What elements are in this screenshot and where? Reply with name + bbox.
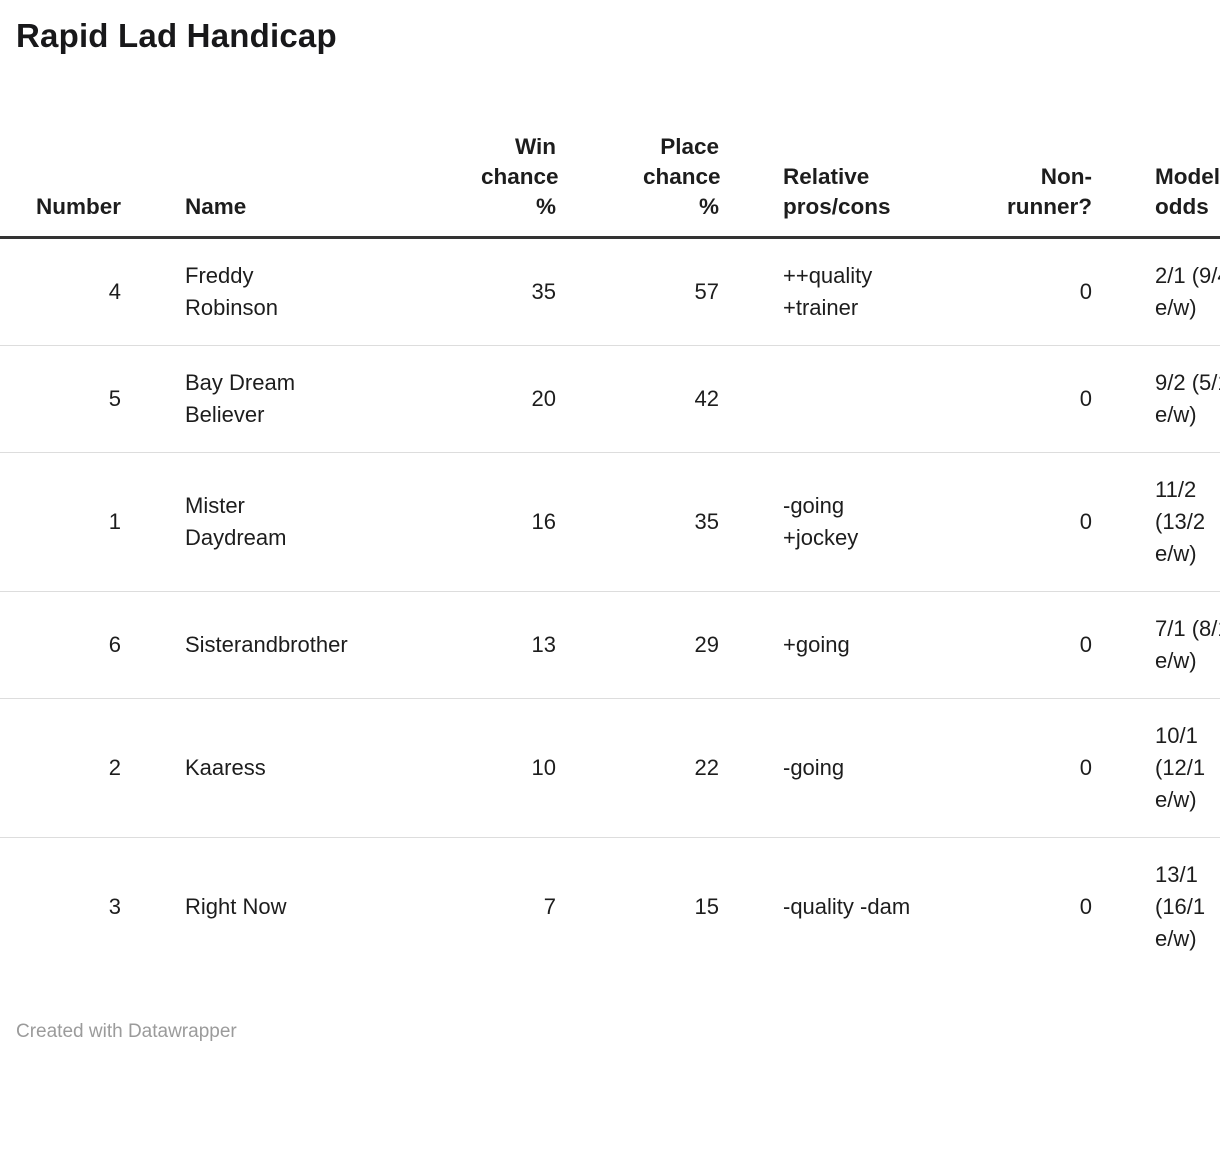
column-header-name: Name: [185, 194, 247, 219]
handicap-table: Number Name Win chance % Place chance % …: [0, 62, 1220, 976]
cell-name: Mister Daydream: [185, 493, 287, 550]
cell-model-odds: 13/1 (16/1 e/w): [1155, 862, 1206, 951]
cell-place-chance: 22: [694, 755, 719, 780]
cell-non-runner: 0: [1079, 279, 1092, 304]
table-row: 1 Mister Daydream 16 35 -going +jockey 0…: [0, 452, 1220, 592]
cell-model-odds: 11/2 (13/2 e/w): [1155, 477, 1206, 566]
cell-non-runner: 0: [1079, 894, 1092, 919]
cell-number: 1: [108, 509, 121, 534]
column-header-pros-cons: Relative pros/cons: [783, 164, 891, 219]
table-row: 3 Right Now 7 15 -quality -dam 0 13/1 (1…: [0, 837, 1220, 977]
cell-name: Sisterandbrother: [185, 632, 348, 657]
cell-name: Right Now: [185, 894, 287, 919]
column-header-win-chance: Win chance %: [481, 134, 559, 219]
cell-place-chance: 42: [694, 386, 719, 411]
cell-non-runner: 0: [1079, 755, 1092, 780]
cell-pros-cons: [731, 346, 943, 453]
cell-place-chance: 29: [694, 632, 719, 657]
cell-pros-cons: -going +jockey: [783, 493, 859, 550]
cell-win-chance: 20: [531, 386, 556, 411]
table-row: 5 Bay Dream Believer 20 42 0 9/2 (5/1 e/…: [0, 345, 1220, 453]
cell-model-odds: 2/1 (9/4 e/w): [1155, 263, 1220, 320]
cell-place-chance: 57: [694, 279, 719, 304]
cell-pros-cons: -going: [783, 755, 845, 780]
cell-model-odds: 10/1 (12/1 e/w): [1155, 723, 1206, 812]
cell-number: 2: [108, 755, 121, 780]
cell-name: Kaaress: [185, 755, 266, 780]
column-header-place-chance: Place chance %: [643, 134, 721, 219]
column-header-number: Number: [35, 194, 121, 219]
page-title: Rapid Lad Handicap: [16, 17, 337, 54]
cell-win-chance: 10: [531, 755, 556, 780]
cell-number: 6: [108, 632, 121, 657]
cell-model-odds: 7/1 (8/1 e/w): [1155, 616, 1220, 673]
table-row: 2 Kaaress 10 22 -going 0 10/1 (12/1 e/w): [0, 698, 1220, 838]
cell-number: 3: [108, 894, 121, 919]
cell-win-chance: 16: [531, 509, 556, 534]
cell-win-chance: 7: [543, 894, 556, 919]
cell-number: 4: [108, 279, 121, 304]
column-header-model-odds: Model odds: [1155, 164, 1220, 219]
table-row: 4 Freddy Robinson 35 57 ++quality +train…: [0, 238, 1220, 346]
column-header-non-runner: Non-runner?: [1006, 164, 1092, 219]
cell-number: 5: [108, 386, 121, 411]
cell-pros-cons: ++quality +trainer: [783, 263, 873, 320]
cell-win-chance: 35: [531, 279, 556, 304]
cell-place-chance: 15: [694, 894, 719, 919]
cell-pros-cons: +going: [783, 632, 850, 657]
cell-place-chance: 35: [694, 509, 719, 534]
table-header-row: Number Name Win chance % Place chance % …: [0, 62, 1220, 238]
cell-non-runner: 0: [1079, 509, 1092, 534]
cell-win-chance: 13: [531, 632, 556, 657]
cell-non-runner: 0: [1079, 632, 1092, 657]
cell-model-odds: 9/2 (5/1 e/w): [1155, 370, 1220, 427]
cell-name: Bay Dream Believer: [185, 370, 296, 427]
datawrapper-credit-link[interactable]: Created with Datawrapper: [16, 1021, 237, 1042]
cell-pros-cons: -quality -dam: [783, 894, 911, 919]
table-row: 6 Sisterandbrother 13 29 +going 0 7/1 (8…: [0, 591, 1220, 699]
cell-name: Freddy Robinson: [185, 263, 278, 320]
table-container: Number Name Win chance % Place chance % …: [0, 62, 1220, 976]
cell-non-runner: 0: [1079, 386, 1092, 411]
